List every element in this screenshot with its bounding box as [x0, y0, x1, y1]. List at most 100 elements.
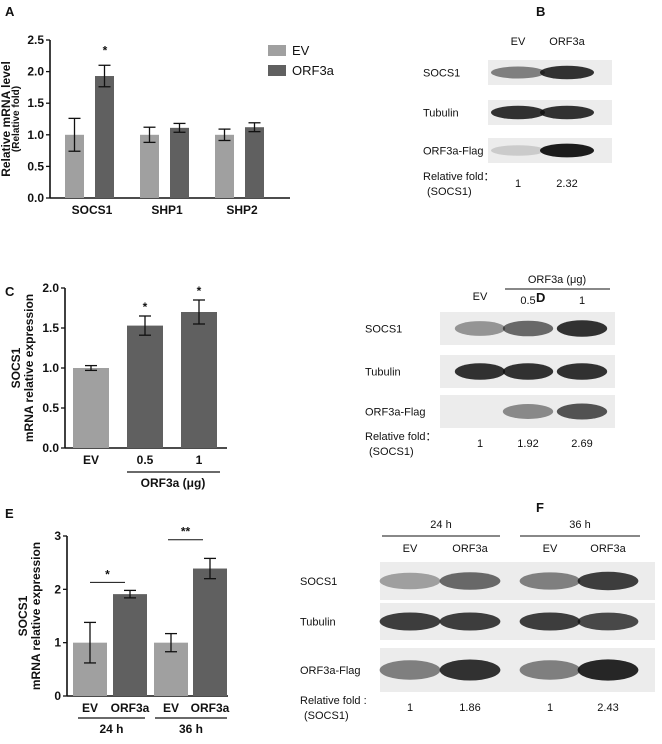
- blot-band: [454, 321, 506, 336]
- legend-label: EV: [292, 43, 310, 58]
- blot-band: [439, 659, 501, 681]
- group-label: 36 h: [179, 722, 203, 736]
- x-tick-label: EV: [163, 701, 179, 715]
- bar: [193, 568, 227, 696]
- blot-band: [379, 572, 441, 590]
- blot-row-label: ORF3a-Flag: [300, 665, 361, 677]
- panel-label-e: E: [5, 506, 14, 521]
- relative-fold-value: 2.69: [571, 438, 592, 450]
- significance-marker: *: [105, 567, 110, 581]
- bar: [245, 127, 264, 198]
- bar: [127, 325, 163, 448]
- blot-band: [519, 572, 581, 590]
- relative-fold-label: Relative fold：: [365, 431, 437, 443]
- blot-lane-label: EV: [543, 543, 558, 555]
- relative-fold-sublabel: (SOCS1): [369, 446, 414, 458]
- bar: [181, 312, 217, 448]
- blot-band: [556, 320, 608, 337]
- blot-band: [491, 145, 545, 156]
- y-tick-label: 2.0: [27, 65, 44, 79]
- y-axis-label-2: mRNA relative expression: [22, 294, 36, 442]
- blot-lane-label: 1: [579, 295, 585, 307]
- blot-band: [502, 320, 554, 337]
- relative-fold-value: 1: [477, 438, 483, 450]
- panel-label-a: A: [5, 4, 15, 19]
- panel-label-b: B: [536, 4, 545, 19]
- relative-fold-sublabel: (SOCS1): [304, 710, 349, 722]
- y-tick-label: 0.5: [42, 401, 59, 415]
- blot-band: [540, 143, 594, 158]
- significance-marker: **: [181, 525, 191, 539]
- bar: [170, 127, 189, 198]
- significance-marker: *: [143, 300, 148, 314]
- relative-fold-sublabel: (SOCS1): [427, 186, 472, 198]
- blot-row-label: Tubulin: [423, 108, 459, 120]
- y-tick-label: 2: [54, 582, 61, 596]
- blot-band: [540, 105, 594, 120]
- blot-row-label: Tubulin: [365, 367, 401, 379]
- y-axis-label-2: (Relative fold): [11, 86, 22, 152]
- bar: [73, 368, 109, 448]
- blot-lane-label: ORF3a: [590, 543, 626, 555]
- y-tick-label: 1.0: [27, 128, 44, 142]
- relative-fold-value: 2.43: [597, 702, 618, 714]
- blot-band: [454, 363, 506, 380]
- blot-lane-label: ORF3a: [549, 36, 585, 48]
- legend-swatch: [268, 65, 286, 76]
- relative-fold-value: 1: [547, 702, 553, 714]
- bar: [95, 76, 114, 198]
- blot-row-label: ORF3a-Flag: [423, 146, 484, 158]
- relative-fold-value: 2.32: [556, 178, 577, 190]
- y-tick-label: 1.0: [42, 361, 59, 375]
- blot-row-label: ORF3a-Flag: [365, 407, 426, 419]
- blot-group-label: 24 h: [430, 519, 451, 531]
- x-tick-label: 0.5: [137, 453, 154, 467]
- y-axis-label: SOCS1: [16, 595, 30, 636]
- x-tick-label: EV: [82, 701, 98, 715]
- legend-swatch: [268, 45, 286, 56]
- blot-band: [577, 612, 639, 631]
- blot-row-label: SOCS1: [300, 576, 337, 588]
- x-tick-label: SOCS1: [72, 203, 113, 217]
- y-tick-label: 1.5: [27, 96, 44, 110]
- x-tick-label: ORF3a: [111, 701, 150, 715]
- blot-band: [502, 363, 554, 380]
- relative-fold-value: 1.86: [459, 702, 480, 714]
- blot-lane-label: ORF3a: [452, 543, 488, 555]
- relative-fold-label: Relative fold：: [423, 171, 495, 183]
- bar: [140, 134, 159, 198]
- relative-fold-value: 1.92: [517, 438, 538, 450]
- x-tick-label: ORF3a: [191, 701, 230, 715]
- blot-lane-label: EV: [511, 36, 526, 48]
- legend-label: ORF3a: [292, 63, 335, 78]
- panel-label-c: C: [5, 284, 15, 299]
- y-tick-label: 2.5: [27, 33, 44, 47]
- blot-band: [379, 660, 441, 680]
- panel-label-d: D: [536, 290, 545, 305]
- blot-lane-label: EV: [473, 291, 488, 303]
- x-tick-label: SHP1: [151, 203, 183, 217]
- y-tick-label: 1: [54, 636, 61, 650]
- blot-band: [577, 659, 639, 681]
- blot-lane-label: 0.5: [520, 295, 535, 307]
- y-axis-label: SOCS1: [9, 347, 23, 388]
- blot-row-label: SOCS1: [365, 324, 402, 336]
- relative-fold-label: Relative fold :: [300, 695, 367, 707]
- blot-band: [577, 571, 639, 591]
- blot-band: [556, 363, 608, 380]
- y-tick-label: 0.0: [27, 191, 44, 205]
- blot-band: [540, 65, 594, 80]
- blot-row-label: Tubulin: [300, 617, 336, 629]
- blot-band: [491, 105, 545, 120]
- x-tick-label: 1: [196, 453, 203, 467]
- y-tick-label: 3: [54, 529, 61, 543]
- panel-label-f: F: [536, 500, 544, 515]
- blot-band: [556, 403, 608, 420]
- blot-lane-label: EV: [403, 543, 418, 555]
- blot-band: [491, 66, 545, 79]
- blot-band: [439, 572, 501, 590]
- group-label: 24 h: [99, 722, 123, 736]
- y-tick-label: 1.5: [42, 321, 59, 335]
- significance-marker: *: [197, 284, 202, 298]
